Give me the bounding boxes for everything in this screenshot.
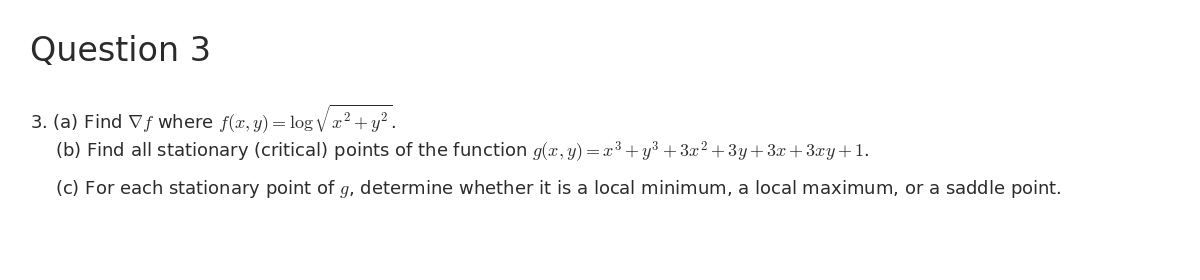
Text: Question 3: Question 3 — [30, 35, 211, 68]
Text: 3. (a) Find $\nabla f$ where $f(x, y) = \log \sqrt{x^2 + y^2}$.: 3. (a) Find $\nabla f$ where $f(x, y) = … — [30, 102, 396, 135]
Text: (b) Find all stationary (critical) points of the function $g(x, y) = x^3 + y^3 +: (b) Find all stationary (critical) point… — [55, 140, 869, 165]
Text: (c) For each stationary point of $g$, determine whether it is a local minimum, a: (c) For each stationary point of $g$, de… — [55, 178, 1062, 200]
